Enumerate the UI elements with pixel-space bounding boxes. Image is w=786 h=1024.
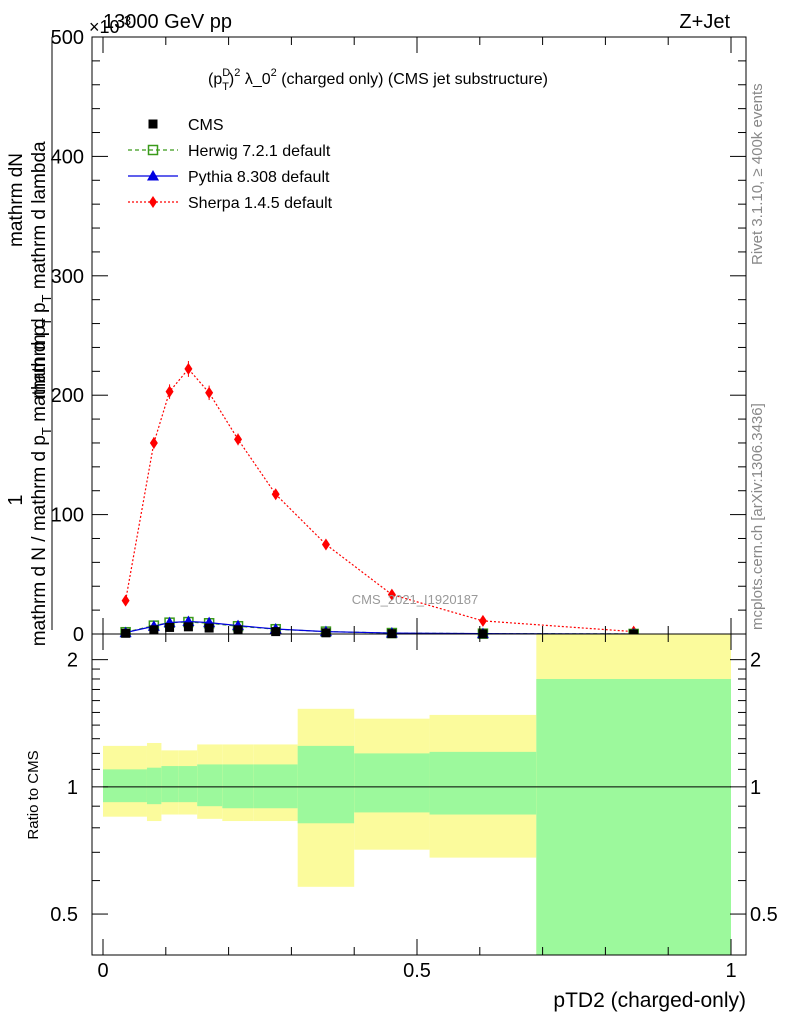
- herwig-series-line: [125, 621, 634, 635]
- sherpa-data-point: [121, 594, 130, 607]
- ratio-y-tick-label: 0.5: [50, 904, 78, 926]
- ratio-inner-band: [536, 678, 731, 955]
- main-y-tick-label: 300: [51, 266, 84, 288]
- ratio-inner-band: [161, 766, 179, 803]
- main-y-tick-label: 400: [51, 146, 84, 168]
- ratio-inner-band: [297, 745, 355, 824]
- sherpa-data-point: [478, 614, 487, 627]
- legend-cms-marker: [148, 119, 158, 129]
- analysis-watermark: CMS_2021_I1920187: [352, 592, 479, 607]
- scale-factor-label: ×10-3: [89, 13, 131, 37]
- main-y-tick-label: 100: [51, 505, 84, 527]
- legend-sherpa-label: Sherpa 1.4.5 default: [188, 195, 333, 212]
- ratio-inner-band: [197, 764, 223, 807]
- ratio-y-tick-label: 1: [67, 777, 78, 799]
- sherpa-data-point: [149, 436, 158, 449]
- ratio-x-ticks: 0 0.5 1: [97, 634, 737, 982]
- main-x-ticks: [102, 37, 732, 634]
- ratio-inner-band: [146, 767, 162, 805]
- plot-title-lambda: λ_0: [240, 71, 270, 88]
- cms-data-point: [183, 622, 193, 632]
- y-label-numerator: mathrm d pT mathrm d lambda: [29, 141, 54, 399]
- plot-title-paren: ): [229, 71, 234, 88]
- main-y-tick-label: 500: [51, 27, 84, 49]
- ratio-inner-band: [222, 764, 254, 809]
- process-label: Z+Jet: [679, 11, 730, 33]
- y-den-sub: T: [39, 427, 54, 435]
- main-y-tick-label: 0: [73, 624, 84, 646]
- ratio-uncertainty-bands: [103, 634, 731, 955]
- legend-sherpa-marker: [149, 196, 157, 208]
- y-num-sub: T: [39, 294, 54, 302]
- sherpa-data-point: [234, 433, 243, 446]
- x-tick-label: 0.5: [403, 960, 431, 982]
- plot-title-square: 2: [234, 67, 240, 79]
- sherpa-data-point: [387, 588, 396, 601]
- cms-data-point: [149, 625, 159, 635]
- cms-data-point: [321, 628, 331, 638]
- ratio-y-tick-label-right: 2: [750, 650, 761, 672]
- x-tick-label: 0: [97, 960, 108, 982]
- main-y-tick-label: 200: [51, 385, 84, 407]
- cms-data-point: [121, 628, 131, 638]
- legend-cms-label: CMS: [188, 117, 224, 134]
- legend-pythia-marker: [147, 170, 159, 181]
- x-tick-label: 1: [725, 960, 736, 982]
- ratio-inner-band: [178, 766, 198, 803]
- sherpa-data-point: [205, 386, 214, 399]
- sherpa-data-point: [321, 538, 330, 551]
- ratio-y-tick-label: 2: [67, 650, 78, 672]
- ratio-y-tick-label-right: 0.5: [750, 904, 778, 926]
- plot-title-pre: (p: [208, 71, 222, 88]
- ratio-y-label: Ratio to CMS: [25, 750, 42, 839]
- y-den-b: mathrm d p: [29, 326, 50, 427]
- ratio-y-tick-label-right: 1: [750, 777, 761, 799]
- cms-data-point: [271, 627, 281, 637]
- legend-pythia-label: Pythia 8.308 default: [188, 169, 330, 186]
- ratio-inner-band: [354, 753, 430, 813]
- ratio-y-ticks: 0.5 0.5 1 1 2 2: [50, 650, 778, 926]
- ratio-plot-panel: 0.5 0.51 12 2 0 0.5 1: [50, 633, 778, 982]
- ratio-plot-frame: [91, 633, 747, 956]
- plot-title: (pD T)2 λ_02 (charged only) (CMS jet subs…: [208, 67, 548, 93]
- y-num-a: mathrm d p: [29, 302, 50, 398]
- cms-data-point: [233, 625, 243, 635]
- legend: CMS Herwig 7.2.1 default Pythia 8.308 defa…: [128, 117, 333, 212]
- plot-title-sup: D: [222, 67, 230, 79]
- y-den-a: mathrm d N / mathrm d p: [29, 435, 50, 646]
- mcplots-label: mcplots.cern.ch [arXiv:1306.3436]: [749, 403, 766, 630]
- y-label-dn: mathrm dN: [6, 153, 27, 247]
- plot-title-tail: (charged only) (CMS jet substructure): [277, 71, 548, 88]
- legend-herwig-marker: [147, 144, 159, 156]
- cms-data-point: [204, 623, 214, 633]
- ratio-inner-band: [103, 769, 147, 803]
- sherpa-data-point: [271, 488, 280, 501]
- ratio-inner-band: [429, 751, 537, 815]
- cms-data-point: [165, 622, 175, 632]
- energy-label: 13000 GeV pp: [103, 11, 232, 33]
- main-y-label: 1 mathrm d pT mathrm d lambda mathrm dN …: [5, 37, 54, 646]
- x-axis-label: pTD2 (charged-only): [553, 989, 746, 1012]
- scale-factor-exponent: -3: [120, 13, 132, 28]
- y-label-one: 1: [5, 494, 27, 505]
- plot-title-square2: 2: [271, 67, 277, 79]
- rivet-label: Rivet 3.1.10, ≥ 400k events: [749, 83, 766, 265]
- ratio-inner-band: [253, 764, 298, 809]
- scale-factor-base: ×10: [89, 17, 120, 37]
- y-num-b: mathrm d lambda: [29, 141, 50, 295]
- main-y-ticks: 0 100 200 300 400 500: [51, 27, 746, 646]
- sherpa-data-point: [165, 385, 174, 398]
- sherpa-data-point: [184, 362, 193, 375]
- plot-title-sub: T: [222, 81, 229, 93]
- y-den-sub2: T: [39, 318, 54, 326]
- legend-herwig-label: Herwig 7.2.1 default: [188, 143, 331, 160]
- y-label-denominator: mathrm d N / mathrm d pT mathrm d pT: [29, 318, 54, 647]
